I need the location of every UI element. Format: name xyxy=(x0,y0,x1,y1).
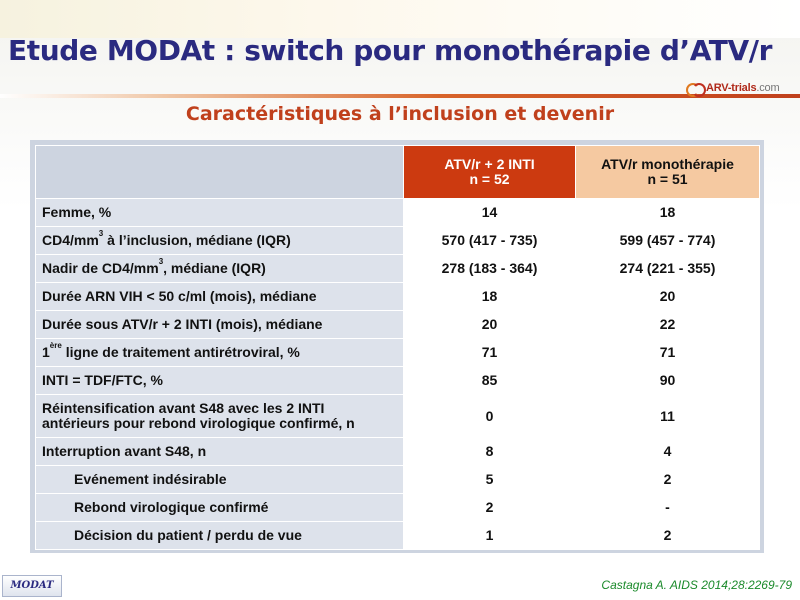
row-label-superscript: ère xyxy=(49,341,62,351)
row-value-group2: 18 xyxy=(575,198,760,227)
table-row: Evénement indésirable 5 2 xyxy=(35,465,760,494)
row-label-subitem: Evénement indésirable xyxy=(35,465,404,494)
row-label: Femme, % xyxy=(35,198,404,227)
row-label: Durée sous ATV/r + 2 INTI (mois), médian… xyxy=(35,310,404,339)
citation-reference: Castagna A. AIDS 2014;28:2269-79 xyxy=(601,578,792,592)
table-row: Femme, % 14 18 xyxy=(35,198,760,227)
row-value-group2: - xyxy=(575,493,760,522)
row-label-superscript: 3 xyxy=(98,229,104,239)
header-group2-n: n = 51 xyxy=(647,171,688,187)
header-group1-name: ATV/r + 2 INTI xyxy=(444,156,535,172)
title-divider xyxy=(0,94,800,98)
row-label-line: Réintensification avant S48 avec les 2 I… xyxy=(42,400,325,416)
row-label: CD4/mm3 à l’inclusion, médiane (IQR) xyxy=(35,226,404,255)
row-label-superscript: 3 xyxy=(158,257,164,267)
logo-name: ARV-trials xyxy=(706,82,757,94)
row-value-group2: 2 xyxy=(575,521,760,550)
table-row: 1ère ligne de traitement antirétroviral,… xyxy=(35,338,760,367)
row-value-group1: 85 xyxy=(403,366,576,395)
row-value-group1: 2 xyxy=(403,493,576,522)
row-value-group1: 71 xyxy=(403,338,576,367)
row-label-text: 1 xyxy=(42,344,50,360)
row-value-group2: 2 xyxy=(575,465,760,494)
row-value-group2: 71 xyxy=(575,338,760,367)
top-decorative-band xyxy=(0,0,800,38)
header-group-atv-r-2-inti: ATV/r + 2 INTI n = 52 xyxy=(403,145,576,199)
row-value-group1: 20 xyxy=(403,310,576,339)
table-row: Rebond virologique confirmé 2 - xyxy=(35,493,760,522)
table-row: Nadir de CD4/mm3, médiane (IQR) 278 (183… xyxy=(35,254,760,283)
row-value-group2: 90 xyxy=(575,366,760,395)
header-group-monotherapie: ATV/r monothérapie n = 51 xyxy=(575,145,760,199)
row-label-text: ligne de traitement antirétroviral, % xyxy=(61,344,300,360)
row-label: Durée ARN VIH < 50 c/ml (mois), médiane xyxy=(35,282,404,311)
table-row: CD4/mm3 à l’inclusion, médiane (IQR) 570… xyxy=(35,226,760,255)
row-label: Nadir de CD4/mm3, médiane (IQR) xyxy=(35,254,404,283)
study-badge: MODAT xyxy=(2,575,62,597)
row-value-group1: 0 xyxy=(403,394,576,438)
header-empty-cell xyxy=(35,145,404,199)
table-row: Réintensification avant S48 avec les 2 I… xyxy=(35,394,760,438)
row-value-group1: 1 xyxy=(403,521,576,550)
row-value-group1: 18 xyxy=(403,282,576,311)
row-value-group2: 20 xyxy=(575,282,760,311)
row-label-text: , médiane (IQR) xyxy=(163,260,266,276)
row-value-group1: 14 xyxy=(403,198,576,227)
row-value-group2: 11 xyxy=(575,394,760,438)
table-subtitle: Caractéristiques à l’inclusion et deveni… xyxy=(185,103,615,125)
slide-title: Etude MODAt : switch pour monothérapie d… xyxy=(8,34,773,67)
row-label-subitem: Rebond virologique confirmé xyxy=(35,493,404,522)
table-panel: ATV/r + 2 INTI n = 52 ATV/r monothérapie… xyxy=(30,140,764,553)
row-label-subitem: Décision du patient / perdu de vue xyxy=(35,521,404,550)
row-label-text: Nadir de CD4/mm xyxy=(42,260,159,276)
logo-text: ARV-trials.com xyxy=(706,82,780,94)
row-value-group2: 22 xyxy=(575,310,760,339)
logo-suffix: .com xyxy=(756,82,780,94)
row-value-group2: 274 (221 - 355) xyxy=(575,254,760,283)
row-value-group1: 570 (417 - 735) xyxy=(403,226,576,255)
row-value-group1: 278 (183 - 364) xyxy=(403,254,576,283)
table-row: Durée ARN VIH < 50 c/ml (mois), médiane … xyxy=(35,282,760,311)
table-row: INTI = TDF/FTC, % 85 90 xyxy=(35,366,760,395)
table-row: Interruption avant S48, n 8 4 xyxy=(35,437,760,466)
table-row: Durée sous ATV/r + 2 INTI (mois), médian… xyxy=(35,310,760,339)
arv-trials-logo: ARV-trials.com xyxy=(686,79,794,97)
table-header-row: ATV/r + 2 INTI n = 52 ATV/r monothérapie… xyxy=(35,145,760,199)
row-label: Réintensification avant S48 avec les 2 I… xyxy=(35,394,404,438)
row-label-text: à l’inclusion, médiane (IQR) xyxy=(103,232,291,248)
row-label: INTI = TDF/FTC, % xyxy=(35,366,404,395)
row-value-group1: 5 xyxy=(403,465,576,494)
characteristics-table: ATV/r + 2 INTI n = 52 ATV/r monothérapie… xyxy=(35,145,760,550)
row-label: Interruption avant S48, n xyxy=(35,437,404,466)
row-label: 1ère ligne de traitement antirétroviral,… xyxy=(35,338,404,367)
row-label-text: CD4/mm xyxy=(42,232,99,248)
logo-rings-icon xyxy=(686,82,706,97)
row-value-group2: 4 xyxy=(575,437,760,466)
row-value-group2: 599 (457 - 774) xyxy=(575,226,760,255)
row-value-group1: 8 xyxy=(403,437,576,466)
header-group2-name: ATV/r monothérapie xyxy=(601,156,734,172)
table-row: Décision du patient / perdu de vue 1 2 xyxy=(35,521,760,550)
row-label-line: antérieurs pour rebond virologique confi… xyxy=(42,415,355,431)
header-group1-n: n = 52 xyxy=(469,171,510,187)
